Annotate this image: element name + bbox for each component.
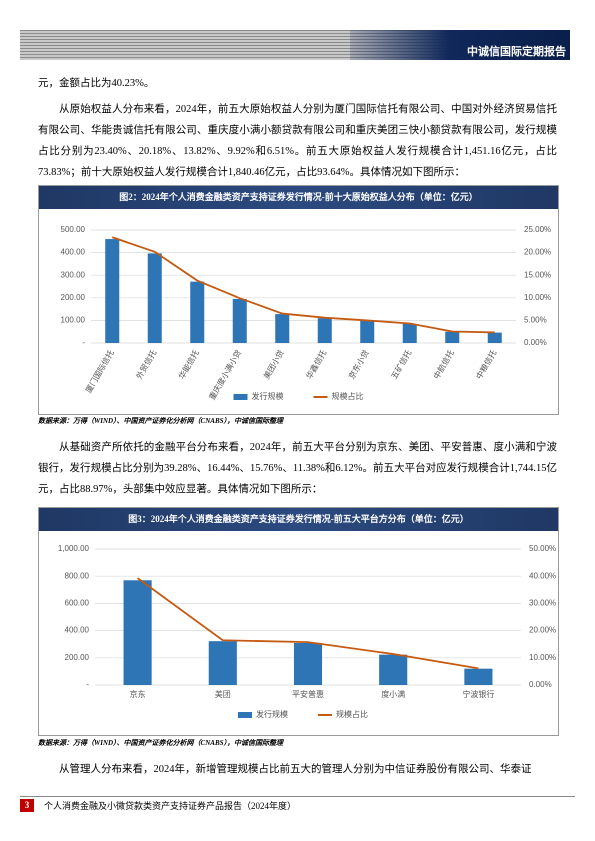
y-tick-label: 400.00 — [61, 248, 86, 257]
y-tick-label: 600.00 — [65, 599, 90, 608]
y2-tick-label: 15.00% — [524, 270, 551, 279]
x-tick-label: 五矿信托 — [389, 348, 414, 381]
y-tick-label: 200.00 — [61, 293, 86, 302]
y2-tick-label: 5.00% — [524, 316, 547, 325]
y2-tick-label: 20.00% — [524, 248, 551, 257]
x-tick-label: 美团小贷 — [261, 348, 286, 381]
y2-tick-label: 50.00% — [529, 544, 556, 553]
paragraph: 从管理人分布来看，2024年，新增管理规模占比前五大的管理人分别为中信证券股份有… — [59, 764, 532, 775]
bar — [402, 323, 417, 343]
legend-label: 规模占比 — [332, 391, 364, 401]
x-tick-label: 度小满 — [381, 689, 405, 699]
y2-tick-label: 30.00% — [529, 599, 556, 608]
legend-label: 发行规模 — [252, 391, 284, 401]
bar — [275, 314, 290, 343]
y2-tick-label: 10.00% — [524, 293, 551, 302]
source-note: 数据来源：万得（WIND）、中国资产证券化分析网（CNABS），中诚信国际整理 — [38, 417, 284, 425]
bar — [379, 654, 408, 685]
chart: - 100.00 200.00 300.00 400.00 500.00 0.00% 5.00… — [61, 225, 552, 401]
bar — [464, 668, 493, 685]
bar — [360, 320, 375, 343]
y2-tick-label: 25.00% — [524, 225, 551, 234]
bar — [232, 298, 247, 343]
x-tick-label: 华鑫信托 — [304, 348, 329, 381]
y2-tick-label: 40.00% — [529, 571, 556, 580]
x-tick-label: 平安普惠 — [292, 689, 324, 699]
footer: 3 个人消费金融及小微贷款类资产支持证券产品报告（2024年度） — [20, 796, 575, 813]
footer-title: 个人消费金融及小微贷款类资产支持证券产品报告（2024年度） — [44, 801, 297, 811]
source-note: 数据来源：万得（WIND）、中国资产证券化分析网（CNABS），中诚信国际整理 — [38, 739, 284, 747]
x-tick-label: 美团 — [215, 689, 231, 699]
y2-tick-label: 10.00% — [529, 653, 556, 662]
y-tick-label: 1,000.00 — [58, 544, 90, 553]
chart-title: 图3：2024年个人消费金融类资产支持证券发行情况-前五大平台方分布（单位：亿元… — [39, 508, 558, 531]
x-tick-label: 京东小贷 — [346, 348, 371, 381]
bar — [487, 332, 502, 343]
y-tick-label: 200.00 — [65, 653, 90, 662]
x-tick-label: 重庆度小满小贷 — [207, 348, 244, 401]
bar — [445, 331, 460, 343]
y-tick-label: 800.00 — [65, 571, 90, 580]
bar — [317, 318, 332, 343]
header-band: 中诚信国际定期报告 — [20, 30, 570, 60]
header-banner: 中诚信国际定期报告 — [350, 30, 570, 60]
bar — [105, 239, 120, 343]
line — [137, 577, 479, 670]
bar — [123, 580, 152, 685]
chart-title: 图2：2024年个人消费金融类资产支持证券发行情况-前十大原始权益人分布（单位：… — [39, 186, 558, 209]
y-tick-label: 400.00 — [65, 626, 90, 635]
y-tick-label: 100.00 — [61, 316, 86, 325]
y2-tick-label: 0.00% — [529, 680, 552, 689]
bar — [190, 281, 205, 343]
paragraph: 元，金额占比为40.23%。 — [38, 78, 155, 89]
x-tick-label: 京东 — [130, 689, 146, 699]
chart-box: 图2：2024年个人消费金融类资产支持证券发行情况-前十大原始权益人分布（单位：… — [38, 185, 559, 415]
legend-label: 规模占比 — [336, 709, 368, 719]
legend-swatch — [238, 712, 252, 718]
paragraph: 从基础资产所依托的金融平台分布来看，2024年，前五大平台分别为京东、美团、平安… — [38, 442, 557, 495]
bar — [147, 253, 162, 343]
y-tick-label: 300.00 — [61, 270, 86, 279]
chart: - 200.00 400.00 600.00 800.00 1,000.00 0.00% 10… — [58, 544, 556, 719]
bar — [293, 642, 323, 685]
x-tick-label: 中粮信托 — [474, 348, 499, 381]
legend-swatch — [233, 394, 248, 400]
paragraph: 从原始权益人分布来看，2024年，前五大原始权益人分别为厦门国际信托有限公司、中… — [38, 104, 557, 178]
line — [111, 236, 495, 334]
bar — [208, 641, 237, 685]
y2-tick-label: 0.00% — [524, 338, 547, 347]
x-tick-label: 宁波银行 — [462, 689, 494, 699]
x-tick-label: 华能信托 — [176, 348, 201, 381]
x-tick-label: 中航信托 — [431, 348, 456, 381]
y-tick-label: - — [82, 338, 85, 347]
y-tick-label: 500.00 — [61, 225, 86, 234]
legend-label: 发行规模 — [256, 709, 288, 719]
y2-tick-label: 20.00% — [529, 626, 556, 635]
page-number: 3 — [20, 799, 34, 812]
header-title: 中诚信国际定期报告 — [467, 46, 566, 58]
x-tick-label: 厦门国际信托 — [83, 348, 116, 395]
chart-box: 图3：2024年个人消费金融类资产支持证券发行情况-前五大平台方分布（单位：亿元… — [38, 507, 559, 736]
x-tick-label: 外贸信托 — [134, 348, 159, 381]
y-tick-label: - — [86, 680, 89, 689]
